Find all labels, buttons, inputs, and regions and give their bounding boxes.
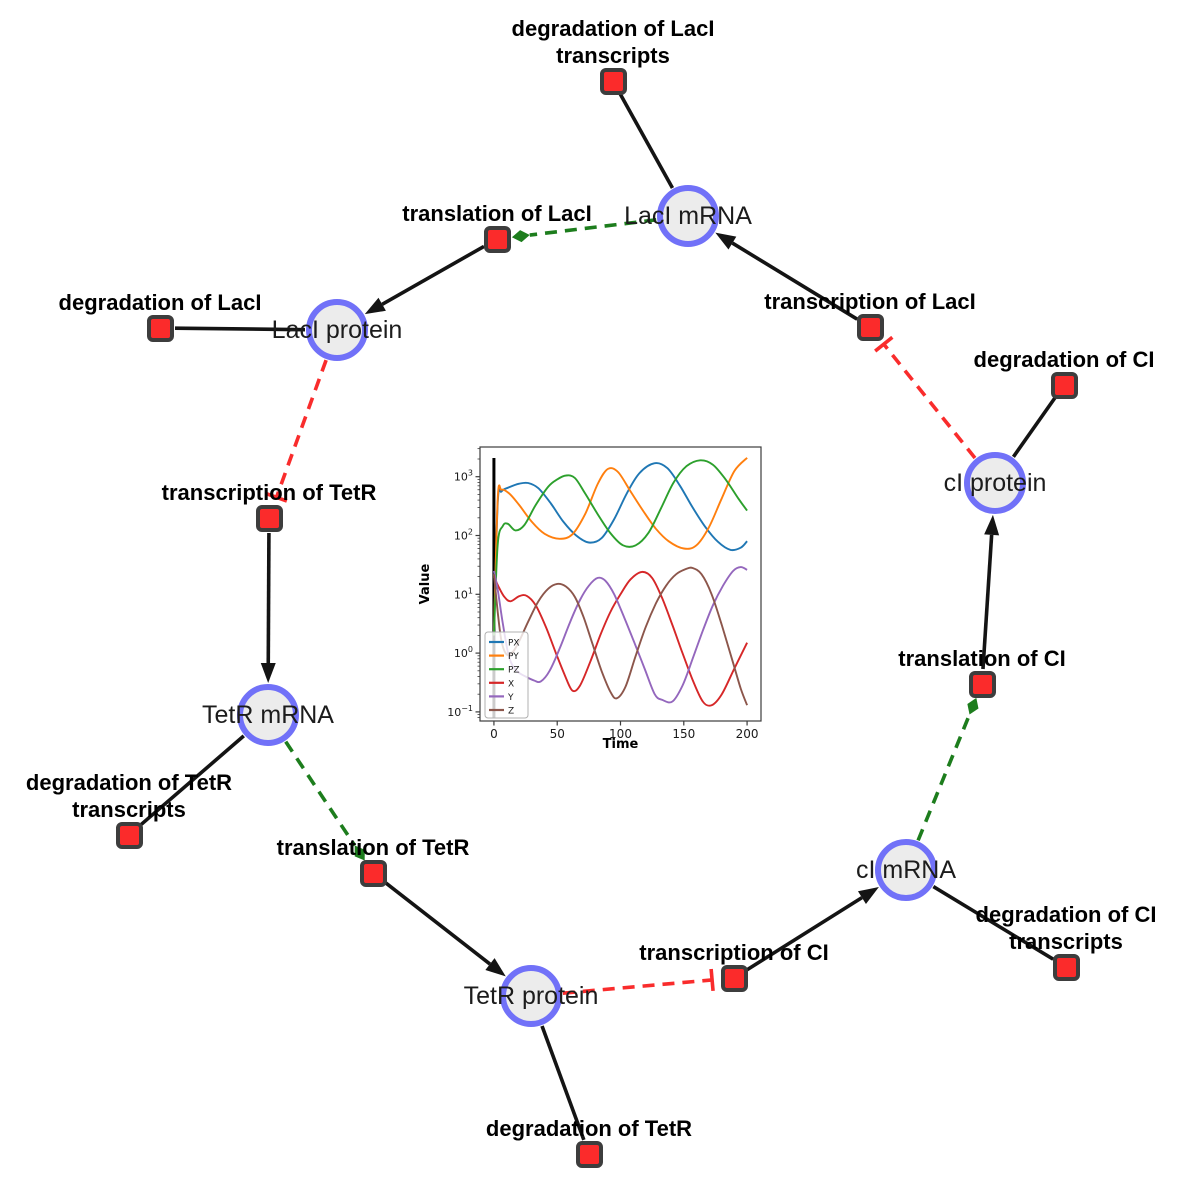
species-label-tetR_protein: TetR protein <box>463 982 599 1010</box>
reaction-node-deg_lacI_transcripts[interactable] <box>599 67 627 95</box>
reaction-label-transcription_tetR: transcription of TetR <box>161 480 377 505</box>
y-tick-label: 103 <box>454 469 473 484</box>
inset-time-series-chart: 0 50 100 150 200 10−1 100 101 102 103 Time Value PX P… <box>410 435 775 765</box>
reaction-label-deg_tetR_transcripts: degradation of TetR transcripts <box>25 770 233 822</box>
reaction-label-deg_tetR: degradation of TetR <box>485 1116 693 1141</box>
edge-modifier-tetR_mrna-translation_tetR[interactable] <box>284 740 365 861</box>
x-tick-label: 100 <box>609 727 632 741</box>
reaction-node-deg_cI[interactable] <box>1050 371 1078 399</box>
reaction-label-transcription_cI: transcription of CI <box>639 940 829 965</box>
edge-consumption-lacI_protein-deg_lacI[interactable] <box>174 326 306 332</box>
reaction-label-deg_lacI_transcripts: degradation of LacI transcripts <box>511 16 715 68</box>
reaction-node-deg_lacI[interactable] <box>146 314 174 342</box>
edge-production-transcription_lacI-lacI_mrna[interactable] <box>715 232 859 321</box>
arrowhead-icon <box>364 297 386 315</box>
series-Z <box>492 566 748 706</box>
y-tick-label: 102 <box>454 527 473 542</box>
reaction-node-deg_tetR_transcripts[interactable] <box>115 821 143 849</box>
reaction-node-transcription_cI[interactable] <box>720 964 748 992</box>
series-X <box>493 570 748 707</box>
reaction-node-translation_lacI[interactable] <box>483 225 511 253</box>
x-tick-label: 0 <box>490 727 498 741</box>
inhibition-tbar-icon <box>874 335 894 353</box>
x-tick-label: 200 <box>736 727 759 741</box>
arrowhead-icon <box>984 514 1000 536</box>
edge-consumption-tetR_mrna-deg_tetR_transcripts[interactable] <box>139 734 245 827</box>
edge-production-translation_lacI-lacI_protein[interactable] <box>364 244 485 315</box>
y-axis-title: Value <box>418 563 433 604</box>
reaction-node-translation_cI[interactable] <box>968 670 996 698</box>
y-tick-label: 10−1 <box>447 704 473 719</box>
edge-modifier-lacI_mrna-translation_lacI[interactable] <box>511 218 657 243</box>
species-label-lacI_mrna: LacI mRNA <box>624 202 752 230</box>
y-tick-label: 100 <box>454 645 473 660</box>
reaction-node-translation_tetR[interactable] <box>359 859 387 887</box>
legend-label-PY: PY <box>508 652 519 662</box>
edge-consumption-cI_protein-deg_cI[interactable] <box>1011 396 1057 458</box>
series-PY <box>492 457 748 636</box>
edge-inhibition-cI_protein-transcription_lacI[interactable] <box>874 335 977 460</box>
diamond-arrowhead-icon <box>967 697 979 715</box>
edge-production-transcription_cI-cI_mrna[interactable] <box>745 887 879 972</box>
x-tick-label: 150 <box>672 727 695 741</box>
edge-production-translation_cI-cI_protein[interactable] <box>981 514 1000 670</box>
y-tick-label: 101 <box>454 586 473 601</box>
species-node-cI_mrna[interactable] <box>875 839 937 901</box>
series-PX <box>492 462 748 636</box>
edge-modifier-cI_mrna-translation_cI[interactable] <box>916 697 979 842</box>
inhibition-tbar-icon <box>265 491 288 503</box>
diamond-arrowhead-icon <box>354 845 365 861</box>
reaction-label-transcription_lacI: transcription of LacI <box>764 289 976 314</box>
edge-consumption-lacI_mrna-deg_lacI_transcripts[interactable] <box>618 93 675 189</box>
legend-box <box>484 631 529 719</box>
species-label-lacI_protein: LacI protein <box>271 316 403 344</box>
edge-production-transcription_tetR-tetR_mrna[interactable] <box>260 532 276 684</box>
species-node-cI_protein[interactable] <box>964 452 1026 514</box>
legend-label-Z: Z <box>508 707 514 717</box>
diamond-arrowhead-icon <box>511 230 530 243</box>
edge-consumption-tetR_protein-deg_tetR[interactable] <box>540 1025 586 1141</box>
x-axis-title: Time <box>603 737 639 752</box>
legend-label-Y: Y <box>507 693 514 703</box>
inhibition-tbar-icon <box>709 968 715 992</box>
reaction-node-transcription_lacI[interactable] <box>856 313 884 341</box>
species-node-lacI_mrna[interactable] <box>657 185 719 247</box>
legend-label-PZ: PZ <box>508 666 520 676</box>
reaction-label-translation_cI: translation of CI <box>898 646 1066 671</box>
reaction-label-deg_cI: degradation of CI <box>973 347 1155 372</box>
species-node-tetR_protein[interactable] <box>500 965 562 1027</box>
reaction-label-deg_lacI: degradation of LacI <box>58 290 262 315</box>
legend-label-X: X <box>508 679 514 689</box>
reaction-label-deg_cI_transcripts: degradation of CI transcripts <box>975 902 1157 954</box>
species-label-cI_mrna: cI mRNA <box>856 856 956 884</box>
reaction-label-translation_tetR: translation of TetR <box>276 835 470 860</box>
legend-label-PX: PX <box>508 639 520 649</box>
species-label-cI_protein: cI protein <box>943 469 1047 497</box>
edge-inhibition-tetR_protein-transcription_cI[interactable] <box>562 968 715 995</box>
arrowhead-icon <box>715 232 737 250</box>
series-PZ <box>492 459 748 636</box>
arrowhead-icon <box>260 662 276 684</box>
edge-inhibition-lacI_protein-transcription_tetR[interactable] <box>265 359 328 503</box>
reaction-node-deg_cI_transcripts[interactable] <box>1052 953 1080 981</box>
species-node-lacI_protein[interactable] <box>306 299 368 361</box>
reaction-label-translation_lacI: translation of LacI <box>402 201 592 226</box>
reaction-node-transcription_tetR[interactable] <box>255 504 283 532</box>
arrowhead-icon <box>485 958 506 977</box>
species-label-tetR_mrna: TetR mRNA <box>202 701 334 729</box>
reaction-node-deg_tetR[interactable] <box>575 1140 603 1168</box>
x-tick-label: 50 <box>550 727 565 741</box>
edge-production-translation_tetR-tetR_protein[interactable] <box>383 880 506 977</box>
edge-consumption-cI_mrna-deg_cI_transcripts[interactable] <box>932 885 1055 961</box>
arrowhead-icon <box>857 887 879 905</box>
species-node-tetR_mrna[interactable] <box>237 684 299 746</box>
